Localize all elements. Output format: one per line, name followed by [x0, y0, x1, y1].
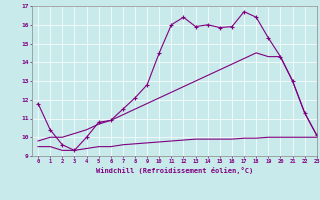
- X-axis label: Windchill (Refroidissement éolien,°C): Windchill (Refroidissement éolien,°C): [96, 167, 253, 174]
